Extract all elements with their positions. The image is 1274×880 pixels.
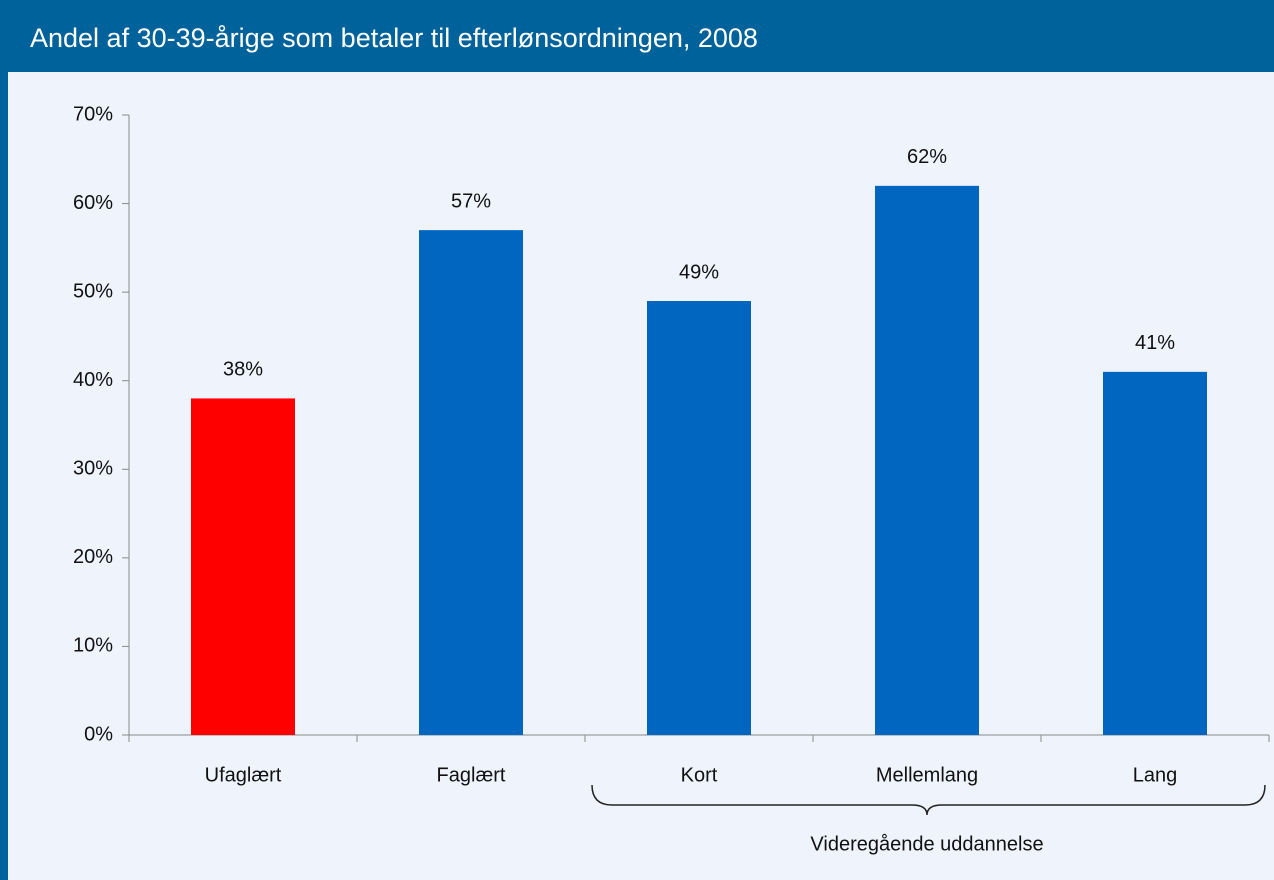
y-tick-label: 70%: [73, 103, 113, 125]
bar: [191, 398, 295, 735]
chart-title: Andel af 30-39-årige som betaler til eft…: [30, 23, 758, 53]
y-tick-label: 40%: [73, 369, 113, 391]
value-label: 62%: [907, 146, 947, 168]
bar: [875, 185, 979, 735]
value-label: 57%: [451, 190, 491, 212]
value-label: 41%: [1135, 332, 1175, 354]
y-tick-label: 20%: [73, 546, 113, 568]
bar: [1103, 371, 1207, 735]
x-tick-label: Mellemlang: [876, 764, 978, 786]
y-tick-label: 30%: [73, 458, 113, 480]
header: [0, 0, 1274, 72]
y-tick-label: 10%: [73, 635, 113, 657]
x-tick-label: Faglært: [437, 764, 506, 786]
x-tick-label: Lang: [1133, 764, 1178, 786]
value-label: 49%: [679, 261, 719, 283]
x-tick-label: Ufaglært: [205, 764, 282, 786]
brace: [591, 784, 1266, 816]
y-tick-label: 0%: [84, 723, 113, 745]
x-tick-label: Kort: [681, 764, 718, 786]
left-border: [0, 72, 8, 880]
value-label: 38%: [223, 359, 263, 381]
bar: [647, 301, 751, 735]
annotation: Videregående uddannelse: [810, 833, 1043, 855]
bar: [419, 230, 523, 735]
y-tick-label: 60%: [73, 192, 113, 214]
y-tick-label: 50%: [73, 280, 113, 302]
